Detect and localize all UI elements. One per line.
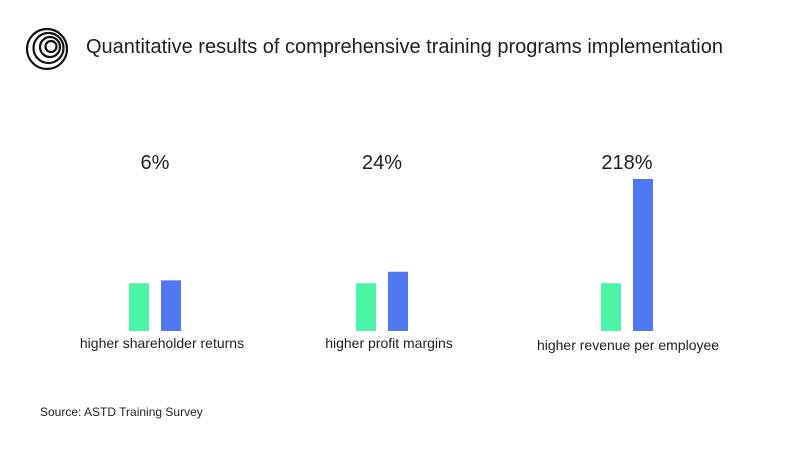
value-label-0: 6% — [141, 152, 170, 174]
bar-trained-1 — [388, 271, 408, 331]
bar-baseline-0 — [129, 283, 149, 331]
bar-baseline-1 — [356, 283, 376, 331]
bar-trained-0 — [161, 280, 181, 331]
bar-baseline-2 — [601, 283, 621, 331]
concentric-swirl-icon — [25, 27, 69, 71]
logo-icon — [22, 24, 72, 74]
category-label-0: higher shareholder returns — [80, 335, 244, 351]
category-label-2: higher revenue per employee — [537, 337, 719, 353]
value-label-1: 24% — [362, 152, 402, 174]
bar-trained-2 — [633, 179, 653, 331]
chart-title: Quantitative results of comprehensive tr… — [86, 36, 723, 58]
source-note: Source: ASTD Training Survey — [40, 405, 203, 419]
category-label-1: higher profit margins — [325, 335, 453, 351]
value-label-2: 218% — [601, 152, 652, 174]
